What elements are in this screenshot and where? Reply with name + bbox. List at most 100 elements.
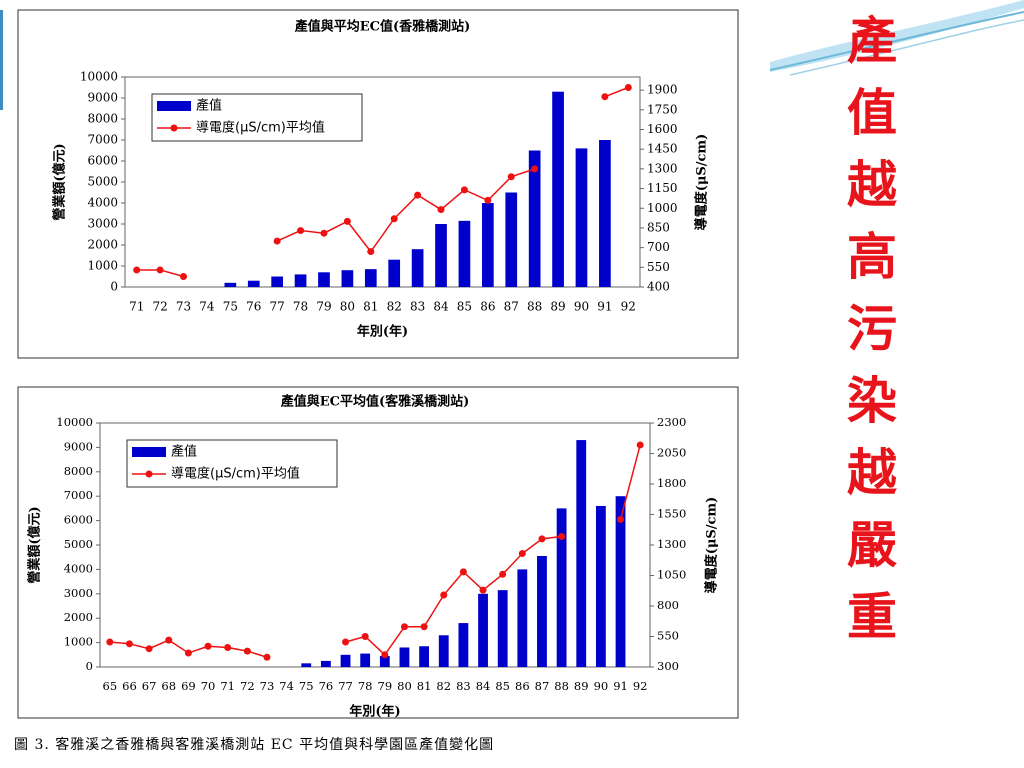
bar <box>517 569 528 667</box>
x-tick-label: 85 <box>495 679 510 693</box>
line-marker <box>624 84 632 91</box>
y2-tick-label: 1600 <box>647 122 678 136</box>
x-tick-label: 81 <box>363 300 378 314</box>
line-marker <box>518 550 526 558</box>
line-marker <box>133 266 141 274</box>
slide-title: 產值越高污染越嚴重 <box>839 14 897 662</box>
legend-label: 導電度(μS/cm)平均值 <box>196 120 325 136</box>
swoosh <box>770 0 1024 72</box>
bar <box>497 590 508 667</box>
x-tick-label: 87 <box>535 679 550 693</box>
bar <box>575 148 588 287</box>
chart-title: 產值與平均EC值(香雅橋測站) <box>294 19 471 35</box>
x-tick-label: 83 <box>456 679 471 693</box>
chart-frame <box>17 386 739 719</box>
x-tick-label: 80 <box>397 679 412 693</box>
x-tick-label: 91 <box>613 679 628 693</box>
x-tick-label: 69 <box>181 679 196 693</box>
x-tick-label: 73 <box>176 300 191 314</box>
y-tick-label: 5000 <box>87 175 118 189</box>
x-tick-label: 76 <box>246 300 261 314</box>
x-tick-label: 89 <box>574 679 589 693</box>
line-marker <box>165 636 173 644</box>
y2-tick-label: 550 <box>657 629 679 643</box>
y2-axis-label: 導電度(μS/cm) <box>704 497 720 594</box>
y-tick-label: 0 <box>110 280 118 294</box>
bar <box>528 150 541 287</box>
legend-swatch <box>157 101 191 111</box>
x-tick-label: 72 <box>240 679 255 693</box>
x-tick-label: 90 <box>574 300 589 314</box>
line-marker <box>243 647 251 655</box>
y2-tick-label: 1300 <box>657 537 686 551</box>
line-marker <box>320 229 328 237</box>
y-tick-label: 6000 <box>64 513 93 527</box>
y-tick-label: 3000 <box>64 586 93 600</box>
y-tick-label: 2000 <box>64 610 93 624</box>
line-marker <box>617 515 625 523</box>
bar <box>341 270 354 287</box>
line-marker <box>106 638 114 646</box>
x-tick-label: 77 <box>338 679 353 693</box>
x-tick-label: 79 <box>378 679 393 693</box>
x-tick-label: 87 <box>504 300 519 314</box>
x-tick-label: 67 <box>142 679 157 693</box>
swoosh-line <box>789 19 1024 76</box>
bar <box>576 440 587 667</box>
line-marker <box>297 227 305 235</box>
y2-tick-label: 2300 <box>657 415 686 429</box>
x-tick-label: 86 <box>480 300 495 314</box>
bar <box>458 220 471 287</box>
line-marker <box>343 217 351 225</box>
x-axis-label: 年別(年) <box>349 704 400 720</box>
edge <box>0 10 3 110</box>
x-tick-label: 90 <box>594 679 609 693</box>
line-marker <box>484 196 492 204</box>
y2-tick-label: 1900 <box>647 83 678 97</box>
y-tick-label: 4000 <box>64 561 93 575</box>
line-marker <box>601 93 609 101</box>
x-tick-label: 82 <box>387 300 402 314</box>
x-tick-label: 75 <box>223 300 238 314</box>
bar <box>411 249 424 287</box>
y-tick-label: 9000 <box>64 439 93 453</box>
y-tick-label: 0 <box>86 659 93 673</box>
y-tick-label: 7000 <box>87 133 118 147</box>
bar <box>399 647 410 667</box>
legend-label: 產值 <box>196 98 222 114</box>
x-tick-label: 80 <box>340 300 355 314</box>
bar <box>615 496 626 667</box>
y-tick-label: 10000 <box>56 415 93 429</box>
x-tick-label: 88 <box>527 300 542 314</box>
x-tick-label: 77 <box>270 300 285 314</box>
x-axis-label: 年別(年) <box>357 324 408 340</box>
x-tick-label: 75 <box>299 679 314 693</box>
bar <box>537 555 547 667</box>
bar <box>379 656 390 667</box>
y2-tick-label: 1550 <box>657 507 686 521</box>
y-axis-label: 營業額(億元) <box>52 143 68 220</box>
y-axis-label: 營業額(億元) <box>27 506 43 583</box>
bar <box>247 280 260 287</box>
x-tick-label: 78 <box>293 300 308 314</box>
line-marker <box>273 237 281 245</box>
line-marker <box>367 248 375 256</box>
x-tick-label: 70 <box>201 679 216 693</box>
x-tick-label: 66 <box>122 679 137 693</box>
line-marker <box>459 568 467 576</box>
line-marker <box>263 653 271 661</box>
bar <box>419 646 430 667</box>
x-tick-label: 84 <box>476 679 491 693</box>
bar <box>388 259 401 287</box>
swoosh-line <box>769 11 1024 71</box>
bar <box>224 282 237 287</box>
x-tick-label: 81 <box>417 679 432 693</box>
x-tick-label: 78 <box>358 679 373 693</box>
line-marker <box>180 273 188 280</box>
y2-tick-label: 1000 <box>647 201 678 215</box>
x-tick-label: 92 <box>633 679 648 693</box>
x-tick-label: 92 <box>621 300 636 314</box>
y2-tick-label: 1750 <box>647 102 678 116</box>
